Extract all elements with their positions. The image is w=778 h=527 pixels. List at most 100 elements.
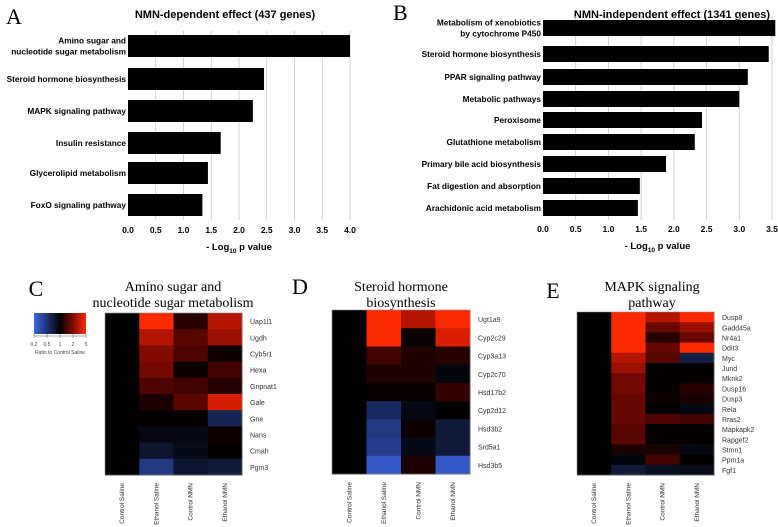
column-label: Ethanol Saline: [381, 482, 388, 524]
x-tick-label: 3.5: [316, 225, 328, 235]
column-label: Ethanol NMN: [222, 483, 229, 522]
heatmap-cell: [611, 332, 646, 344]
heatmap-cell: [577, 312, 612, 323]
row-label: Ppm1a: [722, 458, 744, 465]
heatmap-cell: [679, 373, 715, 384]
heatmap-cell: [611, 342, 646, 354]
heatmap-cell: [645, 403, 681, 415]
heatmap-cell: [645, 424, 681, 435]
heatmap-cell: [435, 401, 471, 420]
heatmap-cell: [401, 401, 436, 420]
heatmap-cell: [679, 352, 715, 364]
heatmap-cell: [577, 444, 612, 456]
heatmap-cell: [645, 342, 681, 354]
heatmap-cell: [366, 401, 402, 420]
category-label: Metabolism of xenobiotics: [437, 18, 542, 28]
heatmap-cell: [577, 373, 612, 384]
heatmap-cell: [173, 345, 209, 363]
heatmap-cell: [611, 434, 646, 445]
heatmap-cell: [577, 383, 612, 394]
legend-label: Ratio to Control Saline: [35, 350, 85, 356]
row-label: Fgf1: [722, 468, 736, 475]
row-label: Jund: [722, 366, 737, 373]
heatmap-cell: [173, 458, 209, 476]
panel-letter: C: [29, 276, 44, 301]
x-tick-label: 4.0: [344, 225, 356, 235]
heatmap-cell: [435, 455, 471, 475]
heatmap-cell: [679, 464, 715, 476]
row-label: Hsd3b2: [478, 426, 502, 433]
heatmap-cell: [105, 442, 140, 460]
x-axis-label-subscript: 10: [229, 248, 237, 255]
heatmap-cell: [332, 401, 367, 420]
heatmap-cell: [679, 312, 715, 323]
heatmap-border: [331, 309, 471, 475]
heatmap-cell: [645, 413, 681, 425]
category-label: FoxO signaling pathway: [31, 200, 127, 210]
heatmap-cell: [645, 362, 681, 374]
row-label: Rela: [722, 407, 737, 414]
heatmap-cell: [366, 419, 402, 439]
heatmap-title: MAPK signaling: [604, 280, 699, 295]
x-tick-label: 1.0: [603, 224, 615, 234]
row-label: Hexa: [250, 368, 266, 375]
chart-title: NMN-independent effect (1341 genes): [574, 9, 771, 21]
category-label: Glutathione metabolism: [446, 137, 541, 147]
category-label: Insulin resistance: [56, 138, 126, 148]
heatmap-cell: [611, 403, 646, 415]
heatmap-cell: [679, 393, 715, 405]
heatmap-cell: [105, 361, 140, 379]
row-label: Rras2: [722, 417, 741, 424]
heatmap-cell: [139, 442, 174, 460]
bar: [543, 91, 740, 107]
heatmap-cell: [645, 352, 681, 364]
heatmap-border: [104, 312, 243, 476]
heatmap-cell: [366, 437, 402, 457]
x-axis-label-subscript: 10: [648, 247, 656, 254]
heatmap-cell: [679, 454, 715, 466]
row-label: Gnpnat1: [250, 384, 277, 391]
heatmap-cell: [173, 410, 209, 427]
row-label: Cyp2c29: [478, 335, 506, 342]
row-label: Cyp2d12: [478, 408, 506, 415]
heatmap-cell: [577, 464, 612, 476]
heatmap-cell: [332, 364, 367, 384]
heatmap-cell: [577, 322, 612, 333]
heatmap-cell: [611, 383, 646, 394]
row-label: Gne: [250, 416, 263, 423]
heatmap-cell: [401, 382, 436, 402]
category-label: Steroid hormone biosynthesis: [7, 74, 127, 84]
x-tick-label: 1.5: [635, 224, 647, 234]
row-label: Ugdh: [250, 335, 267, 342]
heatmap-title: biosynthesis: [366, 296, 435, 311]
chart-title: NMN-dependent effect (437 genes): [135, 9, 316, 21]
heatmap-cell: [679, 413, 715, 425]
heatmap-cell: [401, 419, 436, 439]
heatmap-cell: [611, 444, 646, 456]
heatmap-cell: [679, 424, 715, 435]
column-label: Control Saline: [346, 482, 353, 523]
category-label: nucleotide sugar metabolism: [11, 47, 126, 57]
row-label: Nr4a1: [722, 335, 741, 342]
heatmap-cell: [173, 377, 209, 395]
row-label: Cyp2c70: [478, 372, 506, 379]
category-label: Peroxisome: [494, 115, 541, 125]
heatmap-cell: [207, 442, 243, 460]
heatmap-cell: [577, 403, 612, 415]
row-label: Gale: [250, 400, 265, 407]
heatmap-title: Steroid hormone: [354, 280, 448, 295]
heatmap-cell: [332, 346, 367, 366]
heatmap-cell: [332, 419, 367, 439]
panel-letter: E: [546, 278, 559, 303]
heatmap-cell: [139, 361, 174, 379]
bar: [128, 132, 221, 154]
heatmap-cell: [577, 362, 612, 374]
heatmap-cell: [577, 332, 612, 344]
legend-tick-label: 2: [72, 342, 75, 348]
heatmap-cell: [645, 332, 681, 344]
heatmap-cell: [139, 410, 174, 427]
heatmap-cell: [139, 458, 174, 476]
x-tick-label: 0.5: [570, 224, 582, 234]
heatmap-cell: [577, 454, 612, 466]
